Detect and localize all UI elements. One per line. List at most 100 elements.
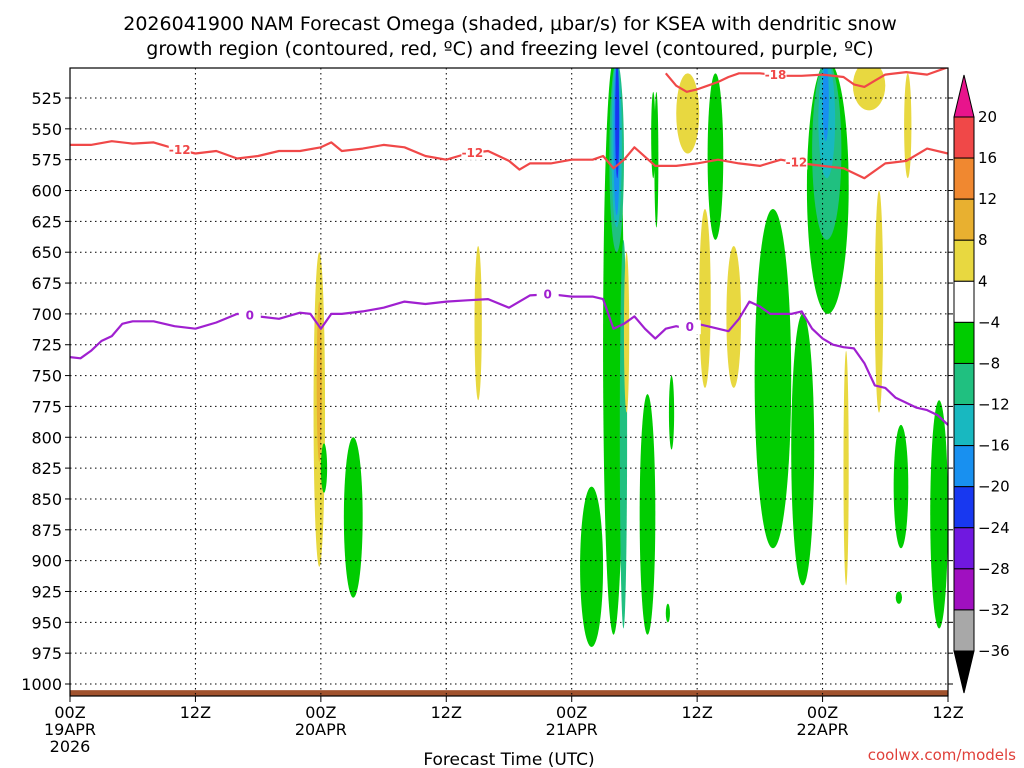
x-tick-label-0: 00Z [54,703,85,722]
omega-region-15 [623,252,630,413]
freezing-label-3: 0 [686,320,694,334]
chart-title-line-2: growth region (contoured, red, ºC) and f… [146,38,873,60]
plot-inner: -12 -12 -12 -18 0 0 0 [70,68,948,696]
omega-region-30 [904,73,912,179]
plot-frame [69,67,949,697]
omega-region-10 [615,68,620,179]
y-tick-label-750: 750 [31,367,62,386]
colorbar-swatch-12 [953,609,975,652]
y-axis-pressure-labels: 525 550 575 600 625 650 675 700 725 750 775 800 825 8… [21,89,953,694]
colorbar-label-2: 12 [978,190,997,208]
x-tick-label-12: 12Z [180,703,211,722]
colorbar-swatch-4 [953,280,975,323]
omega-colorbar: 20 16 12 8 4 −4 −8 −12 −16 −20 −24 −28 −32 −36 [953,74,1010,694]
x-tick-label-84: 12Z [932,703,963,722]
y-tick-label-700: 700 [31,305,62,324]
y-tick-label-925: 925 [31,582,62,601]
y-tick-label-650: 650 [31,243,62,262]
y-tick-label-800: 800 [31,428,62,447]
freezing-label-1: 0 [246,308,254,322]
colorbar-label-6: −8 [978,354,1000,372]
dgz-lower-label-3: -12 [786,155,808,169]
credit-text: coolwx.com/models [868,746,1016,764]
omega-region-20 [726,246,742,388]
colorbar-swatch-9 [953,486,975,529]
x-tick-label-36: 12Z [431,703,462,722]
colorbar-label-7: −12 [978,396,1010,414]
omega-region-3 [343,437,363,598]
x-tick-label-72: 00Z [807,703,838,722]
y-tick-label-675: 675 [31,274,62,293]
dgz-lower-label-3-bg [785,155,808,170]
omega-region-2 [320,443,328,493]
y-tick-label-575: 575 [31,151,62,170]
x-tick-date-24: 20APR [295,720,347,739]
colorbar-bottom-triangle [953,650,975,694]
colorbar-label-11: −28 [978,560,1010,578]
colorbar-swatch-0 [953,116,975,159]
terrain-band [70,690,948,696]
colorbar-label-4: 4 [978,272,988,290]
dgz-lower-label-1-bg [168,142,191,157]
colorbar-swatch-5 [953,321,975,364]
omega-region-22 [791,313,815,586]
freezing-label-1-bg [238,308,261,323]
colorbar-label-12: −32 [978,601,1010,619]
y-tick-label-525: 525 [31,89,62,108]
x-tick-label-24: 00Z [305,703,336,722]
omega-region-31 [893,424,909,549]
y-tick-label-875: 875 [31,521,62,540]
freezing-label-2-bg [536,287,559,302]
omega-region-19 [707,73,724,240]
omega-region-5 [580,486,604,647]
colorbar-label-10: −24 [978,519,1010,537]
x-tick-label-60: 12Z [681,703,712,722]
y-tick-label-950: 950 [31,613,62,632]
omega-region-17 [676,73,700,154]
colorbar-swatch-10 [953,527,975,570]
x-tick-label-48: 00Z [556,703,587,722]
y-tick-label-625: 625 [31,212,62,231]
dgz-lower-label-2: -12 [462,146,484,160]
omega-region-33 [895,591,903,604]
freezing-label-3-bg [678,320,701,335]
plot-area: -12 -12 -12 -18 0 0 0 [69,67,949,697]
colorbar-label-0: 20 [978,108,997,126]
omega-region-32 [930,400,948,629]
y-tick-label-825: 825 [31,459,62,478]
dgz-upper-label-bg [764,68,787,83]
y-tick-label-725: 725 [31,336,62,355]
freezing-label-2: 0 [543,287,551,301]
colorbar-swatch-1 [953,157,975,200]
y-tick-label-1000: 1000 [21,675,62,694]
y-tick-label-850: 850 [31,490,62,509]
colorbar-label-13: −36 [978,642,1010,660]
omega-region-1 [316,301,322,462]
omega-region-4 [474,246,482,401]
omega-region-12 [639,394,656,635]
omega-region-16 [699,209,711,388]
dgz-upper-label: -18 [765,68,787,82]
chart-title-line-1: 2026041900 NAM Forecast Omega (shaded, μ… [123,13,896,35]
colorbar-label-8: −16 [978,437,1010,455]
x-tick-year-0: 2026 [50,737,91,756]
omega-region-21 [754,209,792,549]
colorbar-top-triangle [953,74,975,118]
colorbar-swatch-8 [953,445,975,488]
x-tick-date-0: 19APR [44,720,96,739]
colorbar-label-5: −4 [978,313,1000,331]
freezing-level-line [70,293,948,426]
colorbar-swatch-11 [953,568,975,611]
dgz-upper-isotherm-line [664,68,948,93]
y-tick-label-775: 775 [31,397,62,416]
colorbar-swatch-3 [953,239,975,282]
omega-region-34 [665,603,670,623]
colorbar-swatch-2 [953,198,975,241]
colorbar-label-9: −20 [978,478,1010,496]
omega-region-13 [651,91,656,179]
colorbar-label-1: 16 [978,149,997,167]
y-tick-label-975: 975 [31,644,62,663]
dgz-lower-label-1: -12 [169,143,191,157]
dgz-lower-label-2-bg [461,145,484,160]
